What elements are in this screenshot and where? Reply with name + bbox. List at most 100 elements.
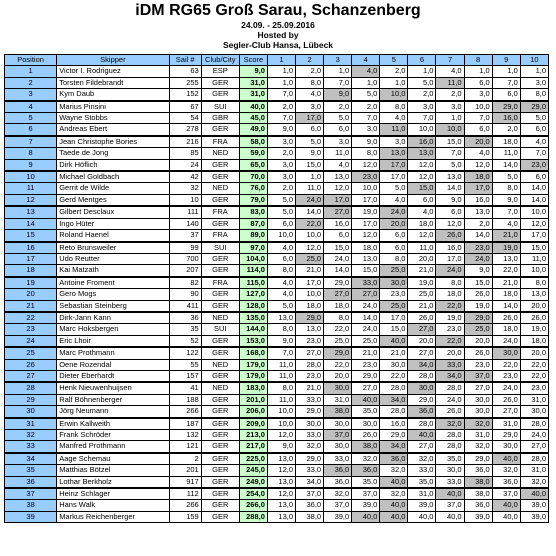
race-result-cell: 6,0 xyxy=(266,252,297,266)
race-result-cell: 32,0 xyxy=(407,451,437,466)
race-result-cell: 14,0 xyxy=(463,229,493,242)
skipper-cell: Victor I. Rodriguez xyxy=(56,65,170,78)
club-cell: GER xyxy=(200,334,240,348)
race-result-cell: 28,0 xyxy=(407,416,437,430)
club-cell: FRA xyxy=(200,205,240,219)
table-row: 25 Marc Prothmann 122 GER 168,0 7,0 27,0 29,0 21… xyxy=(3,346,550,360)
race-result-cell: 36,0 xyxy=(463,499,493,512)
race-result-cell: 6,0 xyxy=(323,123,353,137)
race-result-cell: 23,0 xyxy=(351,358,381,371)
race-result-cell: 22,0 xyxy=(379,369,409,383)
race-result-cell: 18,0 xyxy=(491,323,521,336)
table-row: 11 Gerrit de Wilde 32 NED 76,0 2,0 11,0 12,0 10,… xyxy=(3,182,550,195)
race-result-cell: 14,0 xyxy=(295,205,325,219)
sail-number-cell: 207 xyxy=(168,264,202,278)
race-result-cell: 36,0 xyxy=(407,405,437,419)
score-cell: 249,0 xyxy=(238,475,268,489)
club-cell: NED xyxy=(200,358,240,371)
score-cell: 135,0 xyxy=(238,310,268,325)
race-result-cell: 15,0 xyxy=(407,182,437,195)
race-result-cell: 13,0 xyxy=(379,147,409,160)
column-header: Position xyxy=(3,53,58,67)
position-cell: 16 xyxy=(3,240,58,254)
race-result-cell: 34,0 xyxy=(379,440,409,454)
race-result-cell: 31,0 xyxy=(519,464,550,477)
sail-number-cell: 10 xyxy=(168,193,202,207)
race-result-cell: 6,0 xyxy=(463,76,493,90)
club-cell: NED xyxy=(200,182,240,195)
race-result-cell: 7,0 xyxy=(351,112,381,125)
race-result-cell: 13,0 xyxy=(407,147,437,160)
position-cell: 31 xyxy=(3,416,58,430)
race-result-cell: 25,0 xyxy=(407,288,437,301)
skipper-cell: Antoine Froment xyxy=(56,275,170,290)
race-result-cell: 7,0 xyxy=(435,147,465,160)
race-result-cell: 3,0 xyxy=(379,134,409,149)
table-row: 39 Markus Reichenberger 159 GER 288,0 13,0 38,… xyxy=(3,510,550,524)
table-row: 18 Kai Matzath 207 GER 114,0 8,0 21,0 14,0 15,0 2… xyxy=(3,264,550,278)
sail-number-cell: 112 xyxy=(168,487,202,501)
position-cell: 38 xyxy=(3,499,58,512)
race-result-cell: 8,0 xyxy=(435,275,465,290)
race-result-cell: 20,0 xyxy=(379,217,409,231)
race-result-cell: 35,0 xyxy=(351,475,381,489)
race-result-cell: 32,0 xyxy=(519,475,550,489)
race-result-cell: 33,0 xyxy=(351,275,381,290)
race-result-cell: 30,0 xyxy=(351,416,381,430)
score-cell: 87,0 xyxy=(238,217,268,231)
score-cell: 40,0 xyxy=(238,99,268,114)
race-result-cell: 17,0 xyxy=(351,217,381,231)
position-cell: 27 xyxy=(3,369,58,383)
race-result-cell: 19,0 xyxy=(351,205,381,219)
race-result-cell: 29,0 xyxy=(351,369,381,383)
position-cell: 33 xyxy=(3,440,58,454)
race-result-cell: 31,0 xyxy=(491,416,521,430)
host-club: Segler-Club Hansa, Lübeck xyxy=(222,40,334,50)
race-result-cell: 14,0 xyxy=(491,299,521,313)
sail-number-cell: 82 xyxy=(168,275,202,290)
race-result-cell: 18,0 xyxy=(463,170,493,184)
race-result-cell: 2,0 xyxy=(379,65,409,78)
race-result-cell: 39,0 xyxy=(351,499,381,512)
race-result-cell: 10,0 xyxy=(519,264,550,278)
race-result-cell: 11,0 xyxy=(323,147,353,160)
race-result-cell: 19,0 xyxy=(435,310,465,325)
score-cell: 128,0 xyxy=(238,299,268,313)
race-result-cell: 8,0 xyxy=(295,76,325,90)
race-result-cell: 3,0 xyxy=(463,88,493,102)
club-cell: NED xyxy=(200,310,240,325)
race-result-cell: 2,0 xyxy=(266,99,297,114)
table-row: 6 Andreas Ebert 278 GER 49,0 9,0 6,0 6,0 3,0 11,0… xyxy=(3,123,550,137)
race-result-cell: 25,0 xyxy=(323,334,353,348)
skipper-cell: Kai Matzath xyxy=(56,264,170,278)
club-cell: NED xyxy=(200,147,240,160)
race-result-cell: 33,0 xyxy=(295,428,325,442)
race-result-cell: 18,0 xyxy=(519,334,550,348)
skipper-cell: Lothar Berkholz xyxy=(56,475,170,489)
race-result-cell: 29,0 xyxy=(491,99,521,114)
race-result-cell: 5,0 xyxy=(435,158,465,172)
race-result-cell: 30,0 xyxy=(491,346,521,360)
column-header: 5 xyxy=(379,53,409,67)
race-result-cell: 22,0 xyxy=(491,264,521,278)
race-result-cell: 39,0 xyxy=(519,499,550,512)
race-result-cell: 1,0 xyxy=(491,65,521,78)
race-result-cell: 33,0 xyxy=(407,464,437,477)
club-cell: GER xyxy=(200,123,240,137)
column-header: 9 xyxy=(491,53,521,67)
table-row: 36 Lothar Berkholz 917 GER 249,0 13,0 34,0 36,0… xyxy=(3,475,550,489)
table-row: 33 Manfred Prothmann 121 GER 217,0 9,0 32,0 30,… xyxy=(3,440,550,454)
sail-number-cell: 122 xyxy=(168,346,202,360)
race-result-cell: 24,0 xyxy=(435,393,465,407)
column-header: 10 xyxy=(519,53,550,67)
race-result-cell: 2,0 xyxy=(463,217,493,231)
race-result-cell: 5,0 xyxy=(519,112,550,125)
race-result-cell: 17,0 xyxy=(295,112,325,125)
skipper-cell: Dirk-Jann Kann xyxy=(56,310,170,325)
race-result-cell: 27,0 xyxy=(491,405,521,419)
sail-number-cell: 32 xyxy=(168,182,202,195)
race-result-cell: 1,0 xyxy=(266,65,297,78)
race-result-cell: 21,0 xyxy=(407,264,437,278)
column-header: Skipper xyxy=(56,53,170,67)
race-result-cell: 7,0 xyxy=(491,205,521,219)
